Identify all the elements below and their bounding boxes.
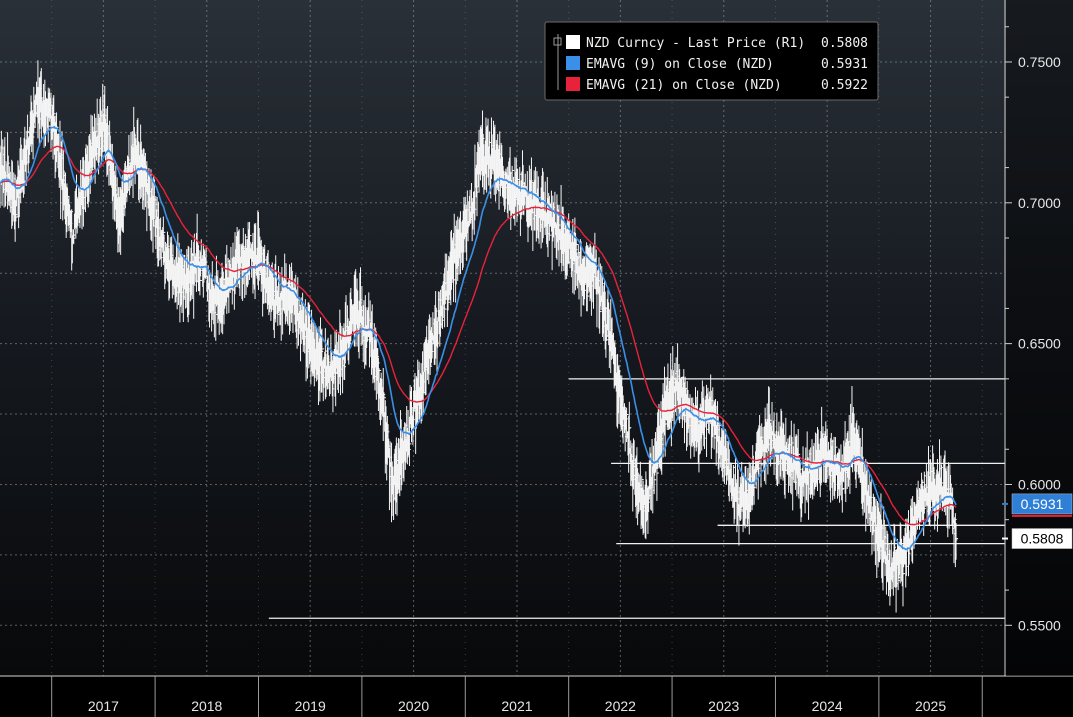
x-tick-label: 2022 [605,698,636,714]
ema9-line [0,126,957,551]
y-tick-label: 0.5500 [1018,617,1061,633]
x-tick-label: 2024 [812,698,843,714]
last-value-label: 0.5931 [1021,496,1064,512]
legend-value: 0.5931 [821,57,868,72]
y-tick-label: 0.6500 [1018,336,1061,352]
legend-value: 0.5922 [821,78,868,93]
ema21-line [0,145,957,526]
legend-value: 0.5808 [821,36,868,51]
x-tick-label: 2020 [398,698,429,714]
last-value-box [1011,528,1073,549]
legend-label: EMAVG (9) on Close (NZD) [586,57,774,72]
legend-label: EMAVG (21) on Close (NZD) [586,78,782,93]
y-tick-label: 0.7000 [1018,195,1061,211]
x-tick-label: 2021 [501,698,532,714]
x-tick-label: 2025 [915,698,946,714]
x-tick-label: 2017 [88,698,119,714]
legend-collapse-icon [553,37,562,46]
legend-box [544,21,879,101]
x-axis-panel [0,677,1073,717]
last-value-box [1011,493,1073,515]
x-tick-label: 2019 [295,698,326,714]
x-tick-label: 2018 [191,698,222,714]
y-tick-label: 0.6000 [1018,476,1061,492]
legend-swatch [566,77,580,91]
legend-swatch [566,35,580,49]
legend-swatch [566,56,580,70]
x-tick-label: 2023 [708,698,739,714]
legend-label: NZD Curncy - Last Price (R1) [586,36,805,51]
last-value-label: 0.5808 [1021,531,1064,547]
y-tick-label: 0.7500 [1018,54,1061,70]
y-axis-panel [1006,0,1073,676]
